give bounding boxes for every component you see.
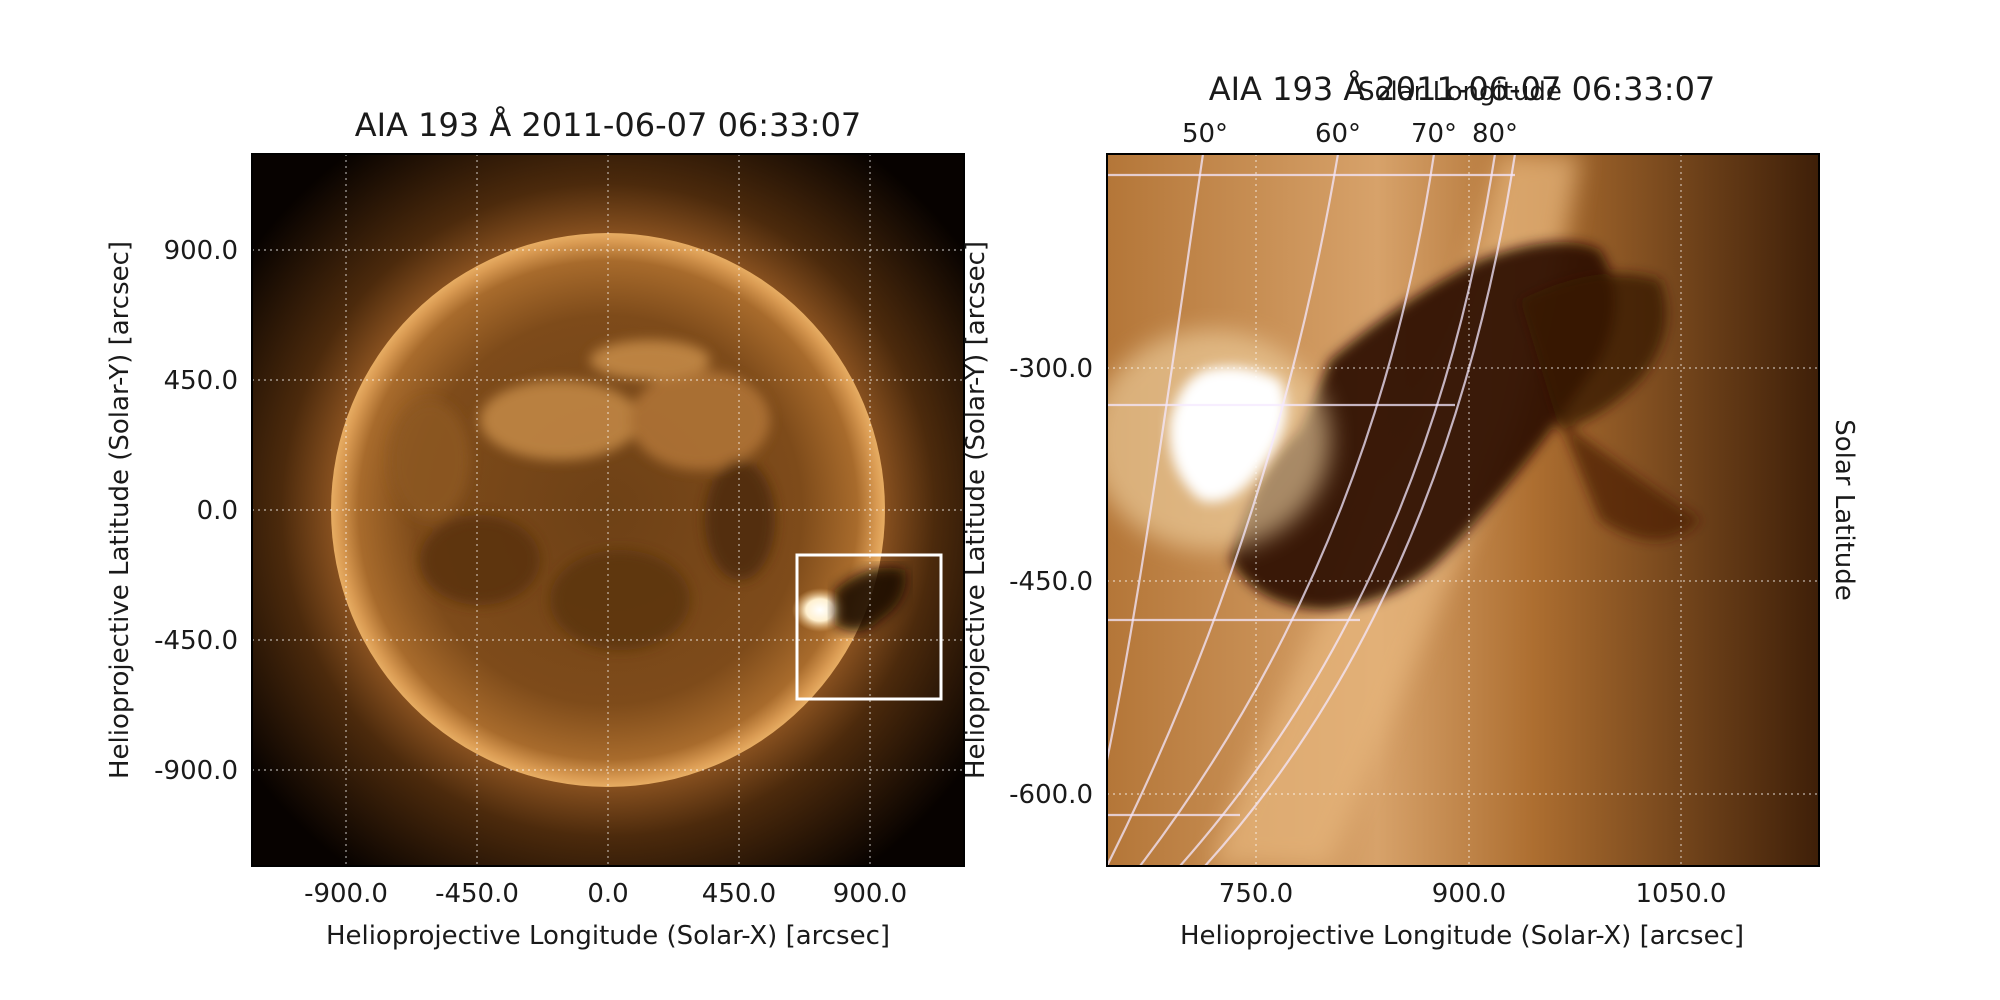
left-xtick: -450.0 <box>435 879 519 909</box>
left-xtick: -900.0 <box>304 879 388 909</box>
right-ytick: -450.0 <box>1009 567 1093 597</box>
left-panel: AIA 193 Å 2011-06-07 06:33:07 <box>105 106 965 951</box>
left-xticks: -900.0 -450.0 0.0 450.0 900.0 <box>304 879 907 909</box>
left-title: AIA 193 Å 2011-06-07 06:33:07 <box>355 106 862 144</box>
left-yticks: 900.0 450.0 0.0 -450.0 -900.0 <box>154 236 238 786</box>
zoom-region-box <box>795 553 943 701</box>
left-grid <box>252 154 964 866</box>
longitude-tick: 50° <box>1182 119 1228 149</box>
left-ytick: 0.0 <box>197 496 238 526</box>
right-ytick: -600.0 <box>1009 780 1093 810</box>
right-xlabel: Helioprojective Longitude (Solar-X) [arc… <box>1180 921 1744 951</box>
longitude-tick: 60° <box>1315 119 1361 149</box>
left-ytick: -450.0 <box>154 626 238 656</box>
solar-coordinate-grid <box>1107 154 1517 866</box>
left-ylabel: Helioprojective Latitude (Solar-Y) [arcs… <box>105 241 135 779</box>
solar-latitude-label: Solar Latitude <box>1829 419 1859 601</box>
full-disk-image <box>252 154 964 866</box>
left-xtick: 0.0 <box>587 879 628 909</box>
longitude-tick: 70° <box>1411 119 1457 149</box>
left-ytick: -900.0 <box>154 756 238 786</box>
flare-core <box>1107 330 1330 550</box>
flare-region <box>792 588 848 632</box>
dark-filament <box>1230 242 1700 610</box>
right-xtick: 900.0 <box>1432 879 1506 909</box>
solar-longitude-label: Solar Longitude <box>1358 77 1562 107</box>
longitude-ticks: 50° 60° 70° 80° <box>1182 119 1518 149</box>
left-xtick: 450.0 <box>702 879 776 909</box>
right-xticks: 750.0 900.0 1050.0 <box>1219 879 1727 909</box>
right-xtick: 1050.0 <box>1636 879 1727 909</box>
right-ylabel: Helioprojective Latitude (Solar-Y) [arcs… <box>961 241 991 779</box>
left-ytick: 900.0 <box>164 236 238 266</box>
right-xtick: 750.0 <box>1219 879 1293 909</box>
left-xlabel: Helioprojective Longitude (Solar-X) [arc… <box>326 921 890 951</box>
left-axes-frame <box>251 153 965 867</box>
right-panel: AIA 193 Å 2011-06-07 06:33:07 Solar Long… <box>961 70 1859 951</box>
right-ytick: -300.0 <box>1009 354 1093 384</box>
zoomed-image <box>1107 154 1819 866</box>
right-axes-frame <box>1106 153 1820 867</box>
left-xtick: 900.0 <box>833 879 907 909</box>
right-yticks: -300.0 -450.0 -600.0 <box>1009 354 1093 810</box>
left-ytick: 450.0 <box>164 366 238 396</box>
right-title: AIA 193 Å 2011-06-07 06:33:07 <box>1209 70 1716 108</box>
right-grid <box>1107 154 1819 866</box>
longitude-tick: 80° <box>1472 119 1518 149</box>
